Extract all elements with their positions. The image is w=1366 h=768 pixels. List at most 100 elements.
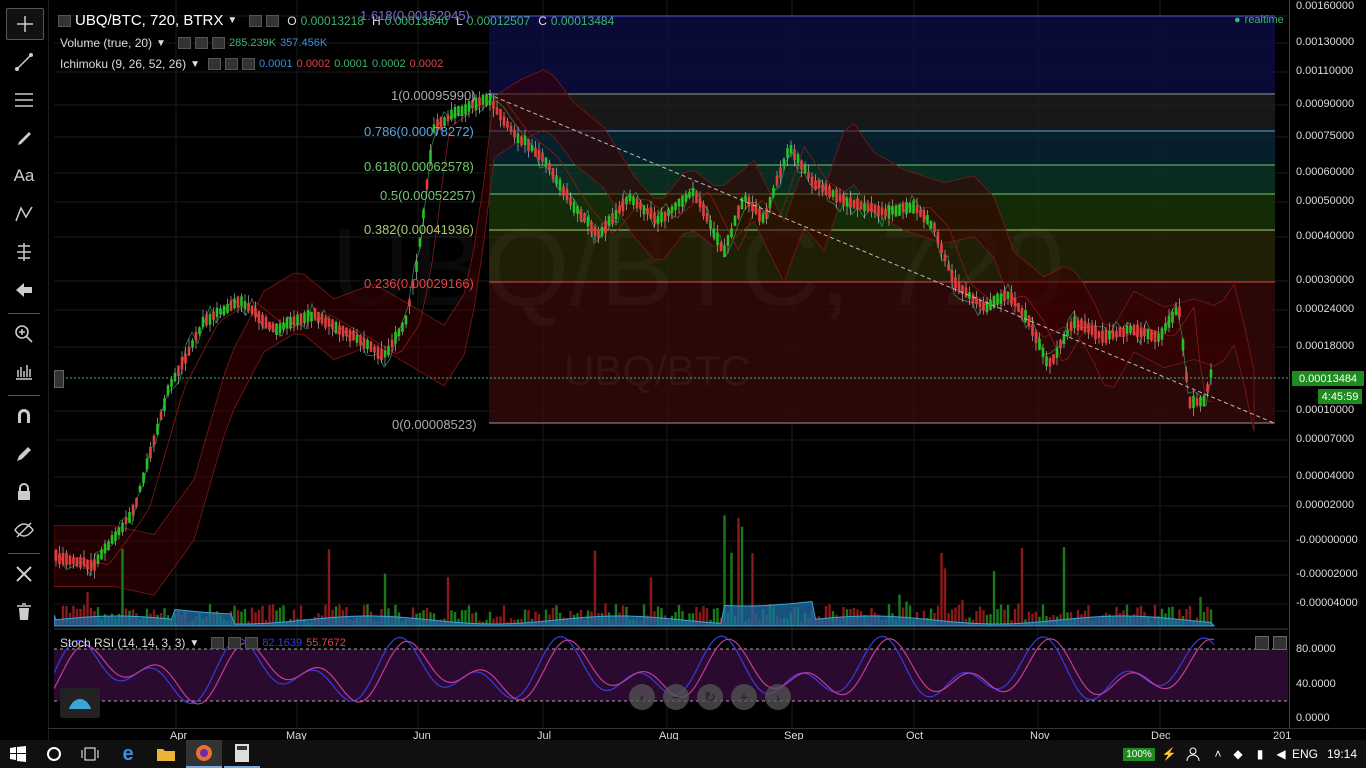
pattern-icon[interactable] — [6, 199, 42, 229]
battery-indicator[interactable]: 100% — [1120, 740, 1158, 768]
settings-icon[interactable] — [249, 14, 263, 27]
tools-icon[interactable] — [6, 559, 42, 589]
lock-icon[interactable] — [6, 477, 42, 507]
measure-icon[interactable] — [6, 237, 42, 267]
chart-area[interactable]: UBQ/BTC, 720 UBQ/BTC UBQ/BTC, 720, BTRX … — [54, 0, 1288, 728]
candle-body — [170, 379, 173, 387]
candle-body — [880, 208, 884, 216]
symbol-title[interactable]: UBQ/BTC, 720, BTRX — [75, 12, 224, 29]
collapse-icon[interactable] — [58, 14, 71, 27]
candle-body — [817, 180, 821, 189]
candle-body — [331, 319, 334, 329]
candle-body — [919, 209, 922, 217]
close-icon[interactable] — [241, 58, 255, 70]
fib-label-1618: 1.618(0.00152945) — [360, 8, 470, 23]
ichimoku-name[interactable]: Ichimoku (9, 26, 52, 26) — [60, 57, 187, 71]
y-tick: 0.00010000 — [1296, 404, 1355, 416]
eye-icon[interactable] — [207, 58, 221, 70]
candle-body — [639, 202, 642, 210]
scroll-left-button[interactable]: ‹ — [629, 684, 655, 710]
text-icon[interactable]: Aa — [13, 166, 35, 185]
volume-bar — [1188, 605, 1192, 626]
close-icon[interactable] — [211, 37, 225, 49]
candle-body — [194, 331, 198, 341]
volume-icon[interactable]: ◀ — [1276, 747, 1286, 761]
volume-bar — [971, 619, 975, 626]
settings-icon[interactable] — [228, 637, 242, 649]
candle-body — [1041, 347, 1045, 358]
file-explorer-icon[interactable] — [148, 740, 184, 768]
network-icon[interactable]: ▮ — [1256, 747, 1264, 761]
high-value: 0.00013840 — [384, 13, 449, 28]
candle-body — [495, 107, 499, 115]
candle-body — [513, 129, 516, 138]
candle-body — [89, 560, 93, 571]
volume-bar — [474, 612, 478, 626]
candle-body — [551, 167, 555, 180]
volume-name[interactable]: Volume (true, 20) — [60, 36, 153, 50]
bars-pattern-icon[interactable] — [6, 357, 42, 387]
brush-icon[interactable] — [6, 123, 42, 153]
trend-line-icon[interactable] — [6, 47, 42, 77]
arrow-left-icon[interactable] — [6, 275, 42, 305]
candle-body — [772, 187, 775, 197]
volume-bar — [908, 605, 912, 626]
pencil-lock-icon[interactable] — [6, 439, 42, 469]
zoom-out-button[interactable]: − — [663, 684, 689, 710]
settings-icon[interactable] — [194, 37, 208, 49]
candle-body — [271, 323, 275, 332]
calculator-icon[interactable] — [224, 740, 260, 768]
candle-body — [852, 199, 856, 208]
candle-body — [859, 202, 863, 210]
y-tick: 0.00007000 — [1296, 433, 1355, 445]
maximize-pane-icon[interactable] — [1255, 636, 1269, 650]
edge-icon[interactable]: e — [122, 742, 134, 765]
tradingview-logo[interactable] — [60, 688, 100, 718]
eye-icon[interactable] — [211, 637, 225, 649]
candle-body — [418, 238, 422, 247]
candle-body — [705, 212, 709, 222]
collapse-toolbar-handle[interactable] — [54, 370, 64, 388]
horizontal-lines-icon[interactable] — [6, 85, 42, 115]
price-axis[interactable]: 0.00160000 0.00130000 0.00110000 0.00090… — [1289, 0, 1366, 728]
chevron-up-icon[interactable]: ˄ — [1214, 747, 1222, 761]
language-indicator[interactable]: ENG — [1291, 747, 1318, 761]
search-icon[interactable] — [38, 740, 70, 768]
candle-body — [1150, 329, 1153, 341]
zoom-in-button[interactable]: + — [731, 684, 757, 710]
crosshair-icon[interactable] — [6, 8, 44, 40]
stoch-y-tick: 80.0000 — [1296, 643, 1336, 655]
candle-body — [642, 205, 646, 215]
clock[interactable]: 19:14 — [1326, 747, 1358, 761]
candle-body — [215, 307, 219, 318]
people-icon[interactable] — [1180, 740, 1208, 768]
task-view-icon[interactable] — [74, 740, 106, 768]
move-pane-icon[interactable] — [1273, 636, 1287, 650]
candle-body — [814, 180, 817, 190]
candle-body — [68, 556, 72, 565]
candle-body — [254, 307, 257, 318]
y-tick: 0.00040000 — [1296, 230, 1355, 242]
settings-icon[interactable] — [224, 58, 238, 70]
candle-body — [1013, 297, 1017, 307]
zoom-icon[interactable] — [6, 319, 42, 349]
volume-bar — [1017, 603, 1020, 626]
magnet-icon[interactable] — [6, 401, 42, 431]
trash-icon[interactable] — [6, 597, 42, 627]
reset-chart-button[interactable]: ↻ — [697, 684, 723, 710]
ichimoku-value-2: 0.0002 — [296, 58, 331, 70]
candle-body — [306, 309, 310, 322]
dropbox-icon[interactable]: ◆ — [1233, 747, 1243, 761]
eye-hide-icon[interactable] — [6, 515, 42, 545]
time-axis[interactable] — [48, 728, 1366, 741]
volume-bar — [1125, 604, 1129, 626]
more-icon[interactable] — [266, 14, 280, 27]
windows-start-icon[interactable] — [0, 740, 36, 768]
firefox-icon[interactable] — [186, 740, 222, 768]
close-icon[interactable] — [245, 637, 259, 649]
eye-icon[interactable] — [177, 37, 191, 49]
power-plug-icon[interactable]: ⚡ — [1161, 747, 1177, 761]
price-chart-svg[interactable]: UBQ/BTC, 720 UBQ/BTC — [54, 0, 1288, 728]
scroll-right-button[interactable]: › — [765, 684, 791, 710]
stoch-name[interactable]: Stoch RSI (14, 14, 3, 3) — [60, 636, 186, 650]
